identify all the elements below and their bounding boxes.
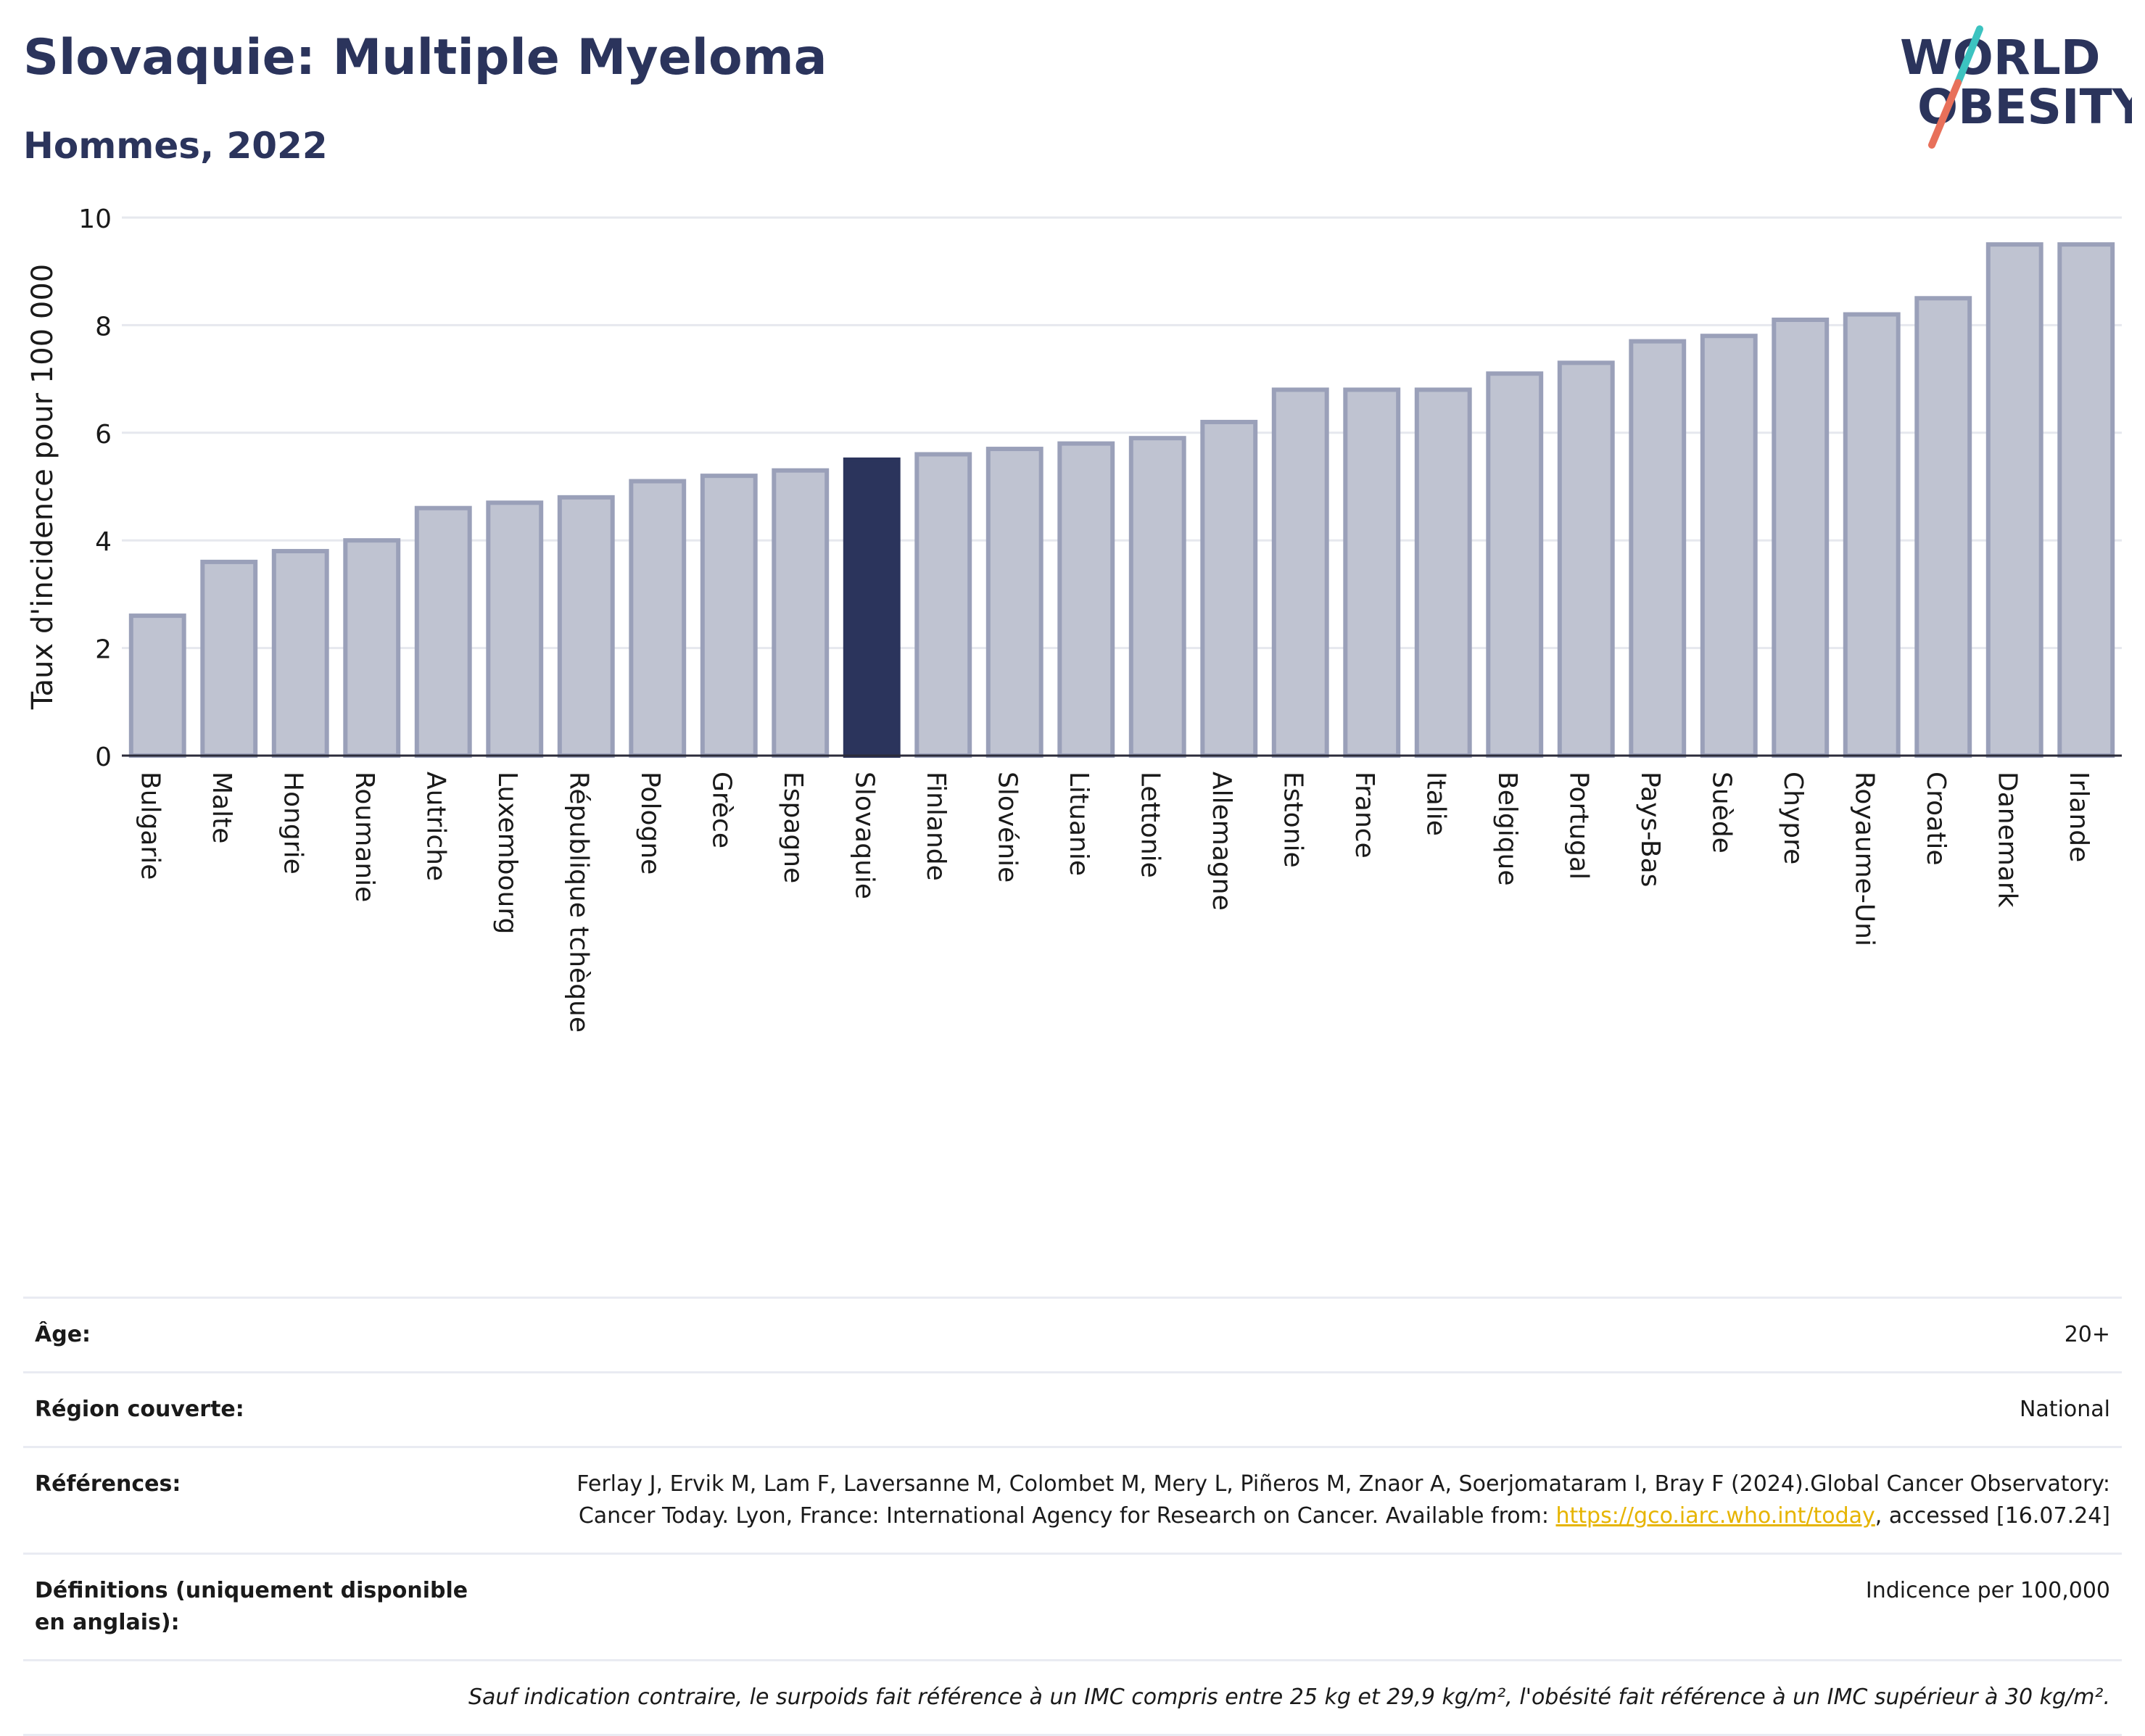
reference-text: Ferlay J, Ervik M, Lam F, Laversanne M, …: [576, 1471, 2110, 1529]
x-tick-label: Lituanie: [1064, 772, 1094, 876]
meta-label-region: Région couverte:: [23, 1371, 511, 1447]
logo-text-world: WORLD: [1900, 30, 2101, 86]
x-tick-labels: Bulgarie Malte Hongrie Roumanie Autriche Luxe…: [135, 772, 2094, 1033]
logo-slash-bottom: [1928, 79, 1962, 149]
bar: [1271, 387, 1329, 758]
x-tick-label: Luxembourg: [492, 772, 522, 934]
bars: [128, 242, 2115, 759]
x-tick-label: France: [1350, 772, 1379, 859]
bar: [772, 468, 830, 758]
bar: [1843, 312, 1901, 758]
bar: [1128, 436, 1186, 758]
bar: [200, 559, 258, 758]
meta-row-region: Région couverte: National: [23, 1371, 2122, 1447]
bar-chart: 0 2 4 6 8 10 Bulgarie Malte Hongrie Roumanie Autr…: [26, 204, 2122, 1033]
meta-label-references: Références:: [23, 1446, 511, 1554]
bar: [1343, 387, 1401, 758]
reference-accessed: , accessed [16.07.24]: [1875, 1503, 2110, 1529]
bar: [1700, 334, 1758, 758]
bar: [343, 538, 401, 758]
x-tick-label: Italie: [1421, 772, 1450, 836]
bar: [914, 452, 972, 758]
y-tick-label: 4: [95, 527, 112, 557]
bar: [1985, 242, 2043, 759]
x-tick-label: Autriche: [421, 772, 450, 881]
metadata-table: Âge: 20+ Région couverte: National Référ…: [23, 1297, 2122, 1736]
meta-row-age: Âge: 20+: [23, 1297, 2122, 1373]
y-tick-label: 0: [95, 743, 112, 772]
bar: [557, 495, 615, 759]
chart-title: Slovaquie: Multiple Myeloma: [23, 29, 827, 86]
x-tick-label: Espagne: [778, 772, 808, 883]
y-tick-label: 6: [95, 420, 112, 450]
x-tick-label: Croatie: [1921, 772, 1951, 866]
y-tick-label: 10: [78, 204, 112, 234]
x-tick-label: Chypre: [1778, 772, 1808, 864]
logo-slash-top: [1954, 25, 1983, 86]
bar: [1486, 371, 1544, 758]
x-tick-label: Portugal: [1563, 772, 1593, 880]
y-tick-labels: 0 2 4 6 8 10: [78, 204, 112, 772]
bar: [1629, 339, 1687, 759]
x-tick-label: Estonie: [1278, 772, 1307, 868]
x-tick-label: Grèce: [706, 772, 736, 848]
bar: [1557, 360, 1615, 758]
bar: [1414, 387, 1472, 758]
chart-subtitle: Hommes, 2022: [23, 125, 328, 167]
meta-row-definitions: Définitions (uniquement disponible en an…: [23, 1553, 2122, 1661]
x-tick-label: Hongrie: [278, 772, 307, 875]
y-tick-label: 2: [95, 635, 112, 665]
x-tick-label: Bulgarie: [135, 772, 165, 880]
bar: [700, 474, 758, 758]
x-tick-label: Royaume-Uni: [1849, 772, 1879, 946]
y-tick-label: 8: [95, 312, 112, 342]
bar: [128, 613, 186, 759]
bar: [1057, 441, 1115, 758]
bar: [486, 500, 544, 758]
bar: [1772, 317, 1830, 759]
meta-row-references: Références: Ferlay J, Ervik M, Lam F, La…: [23, 1446, 2122, 1554]
x-tick-label: Pologne: [635, 772, 665, 875]
bar: [629, 479, 687, 759]
x-tick-label: Irlande: [2064, 772, 2094, 862]
y-axis-label: Taux d'incidence pour 100 000: [26, 264, 59, 710]
world-obesity-logo: WORLD OBESITY: [1900, 25, 2132, 149]
meta-label-age: Âge:: [23, 1297, 511, 1373]
x-tick-label: Danemark: [1992, 772, 2022, 908]
meta-row-note: Sauf indication contraire, le surpoids f…: [23, 1659, 2122, 1736]
x-tick-label: Malte: [207, 772, 236, 843]
bar: [1200, 419, 1258, 759]
meta-label-definitions: Définitions (uniquement disponible en an…: [23, 1553, 511, 1661]
bar: [271, 549, 329, 758]
bar-highlight: [843, 457, 901, 759]
bar: [2057, 242, 2115, 759]
x-tick-label: Finlande: [921, 772, 951, 881]
x-tick-label: Roumanie: [350, 772, 379, 902]
x-tick-label: Belgique: [1492, 772, 1522, 886]
meta-value-region: National: [511, 1371, 2122, 1447]
x-tick-label: Allemagne: [1207, 772, 1236, 911]
bar: [985, 447, 1043, 758]
meta-value-definitions: Indicence per 100,000: [511, 1553, 2122, 1661]
bar: [414, 505, 472, 758]
x-tick-label: République tchèque: [563, 772, 593, 1033]
meta-value-age: 20+: [511, 1297, 2122, 1373]
x-tick-label: Lettonie: [1135, 772, 1165, 878]
bar: [1914, 296, 1972, 758]
x-tick-label: Slovaquie: [849, 772, 879, 899]
reference-link[interactable]: https://gco.iarc.who.int/today: [1555, 1503, 1875, 1529]
meta-note: Sauf indication contraire, le surpoids f…: [23, 1659, 2122, 1736]
x-tick-label: Suède: [1706, 772, 1736, 853]
x-tick-label: Pays-Bas: [1635, 772, 1665, 887]
meta-value-references: Ferlay J, Ervik M, Lam F, Laversanne M, …: [511, 1446, 2122, 1554]
x-tick-label: Slovénie: [992, 772, 1022, 883]
